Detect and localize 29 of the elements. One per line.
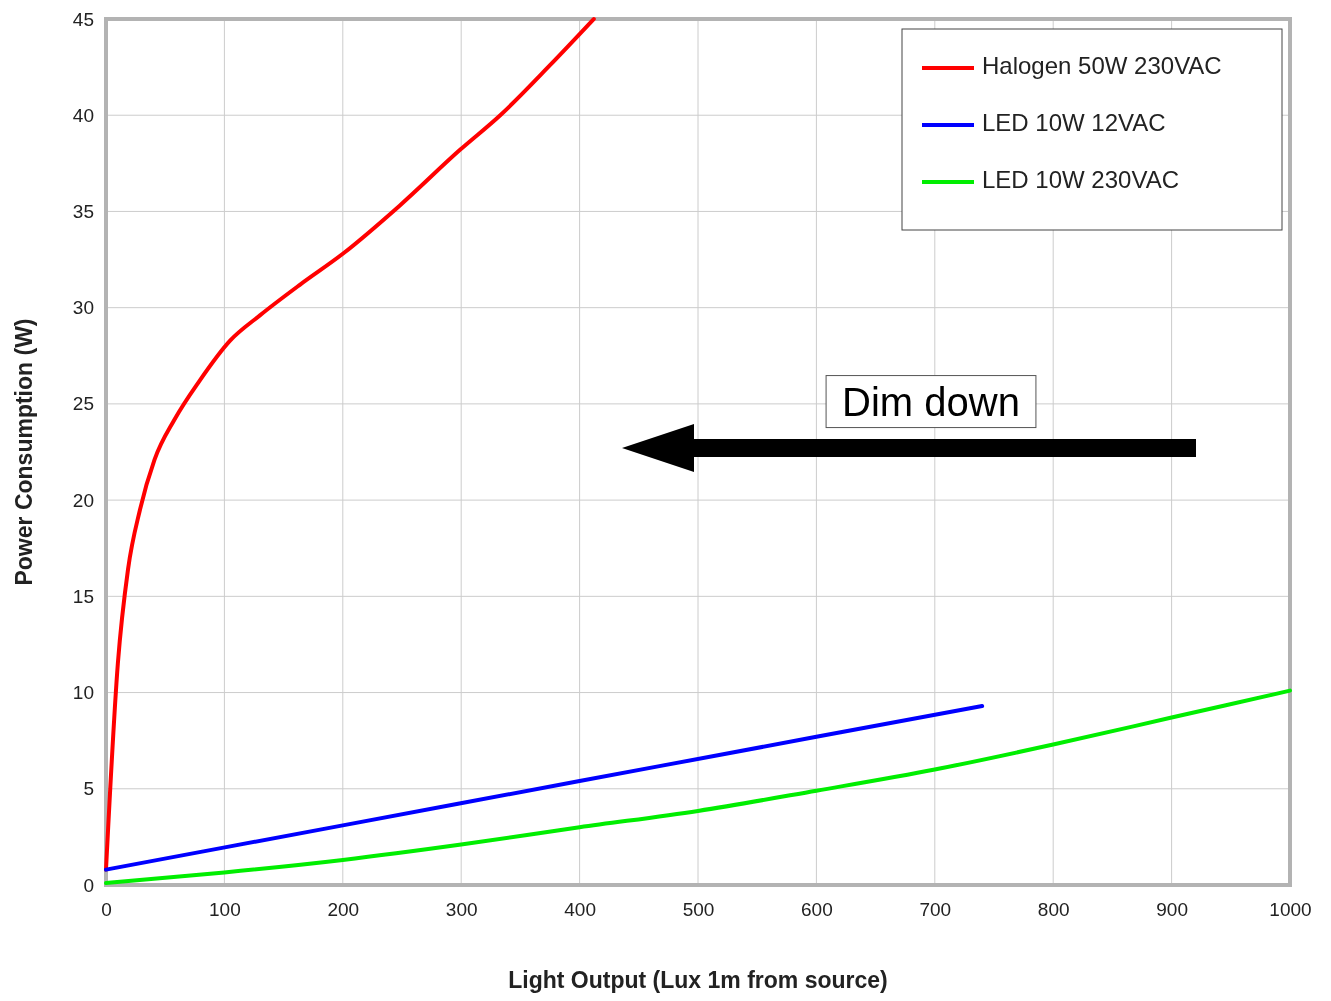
y-tick-label: 30 <box>72 297 94 319</box>
y-tick-label: 0 <box>83 874 94 896</box>
x-axis-title: Light Output (Lux 1m from source) <box>508 967 888 993</box>
x-tick-label: 200 <box>327 899 360 921</box>
x-tick-label: 500 <box>682 899 715 921</box>
x-tick-label: 400 <box>564 899 596 921</box>
y-tick-label: 35 <box>72 201 94 223</box>
x-tick-label: 700 <box>919 899 952 921</box>
legend-label: LED 10W 230VAC <box>982 166 1179 194</box>
x-tick-label: 100 <box>209 899 241 921</box>
y-tick-label: 5 <box>83 778 94 800</box>
y-tick-label: 15 <box>72 585 94 607</box>
legend-label: LED 10W 12VAC <box>982 109 1166 137</box>
legend-label: Halogen 50W 230VAC <box>982 52 1222 80</box>
y-tick-label: 20 <box>72 489 94 511</box>
y-tick-label: 25 <box>72 393 94 415</box>
y-axis-title: Power Consumption (W) <box>11 318 37 586</box>
x-tick-label: 800 <box>1037 899 1070 921</box>
y-tick-label: 45 <box>72 8 94 30</box>
line-series <box>104 704 985 872</box>
annotation: Dim down <box>842 379 1020 424</box>
x-tick-label: 300 <box>445 899 478 921</box>
line-series <box>104 688 1292 886</box>
y-tick-label: 10 <box>72 682 94 704</box>
y-tick-label: 40 <box>72 104 94 126</box>
x-tick-label: 900 <box>1156 899 1188 921</box>
x-tick-label: 600 <box>801 899 833 921</box>
x-tick-label: 0 <box>101 899 112 921</box>
x-tick-label: 1000 <box>1269 899 1312 921</box>
